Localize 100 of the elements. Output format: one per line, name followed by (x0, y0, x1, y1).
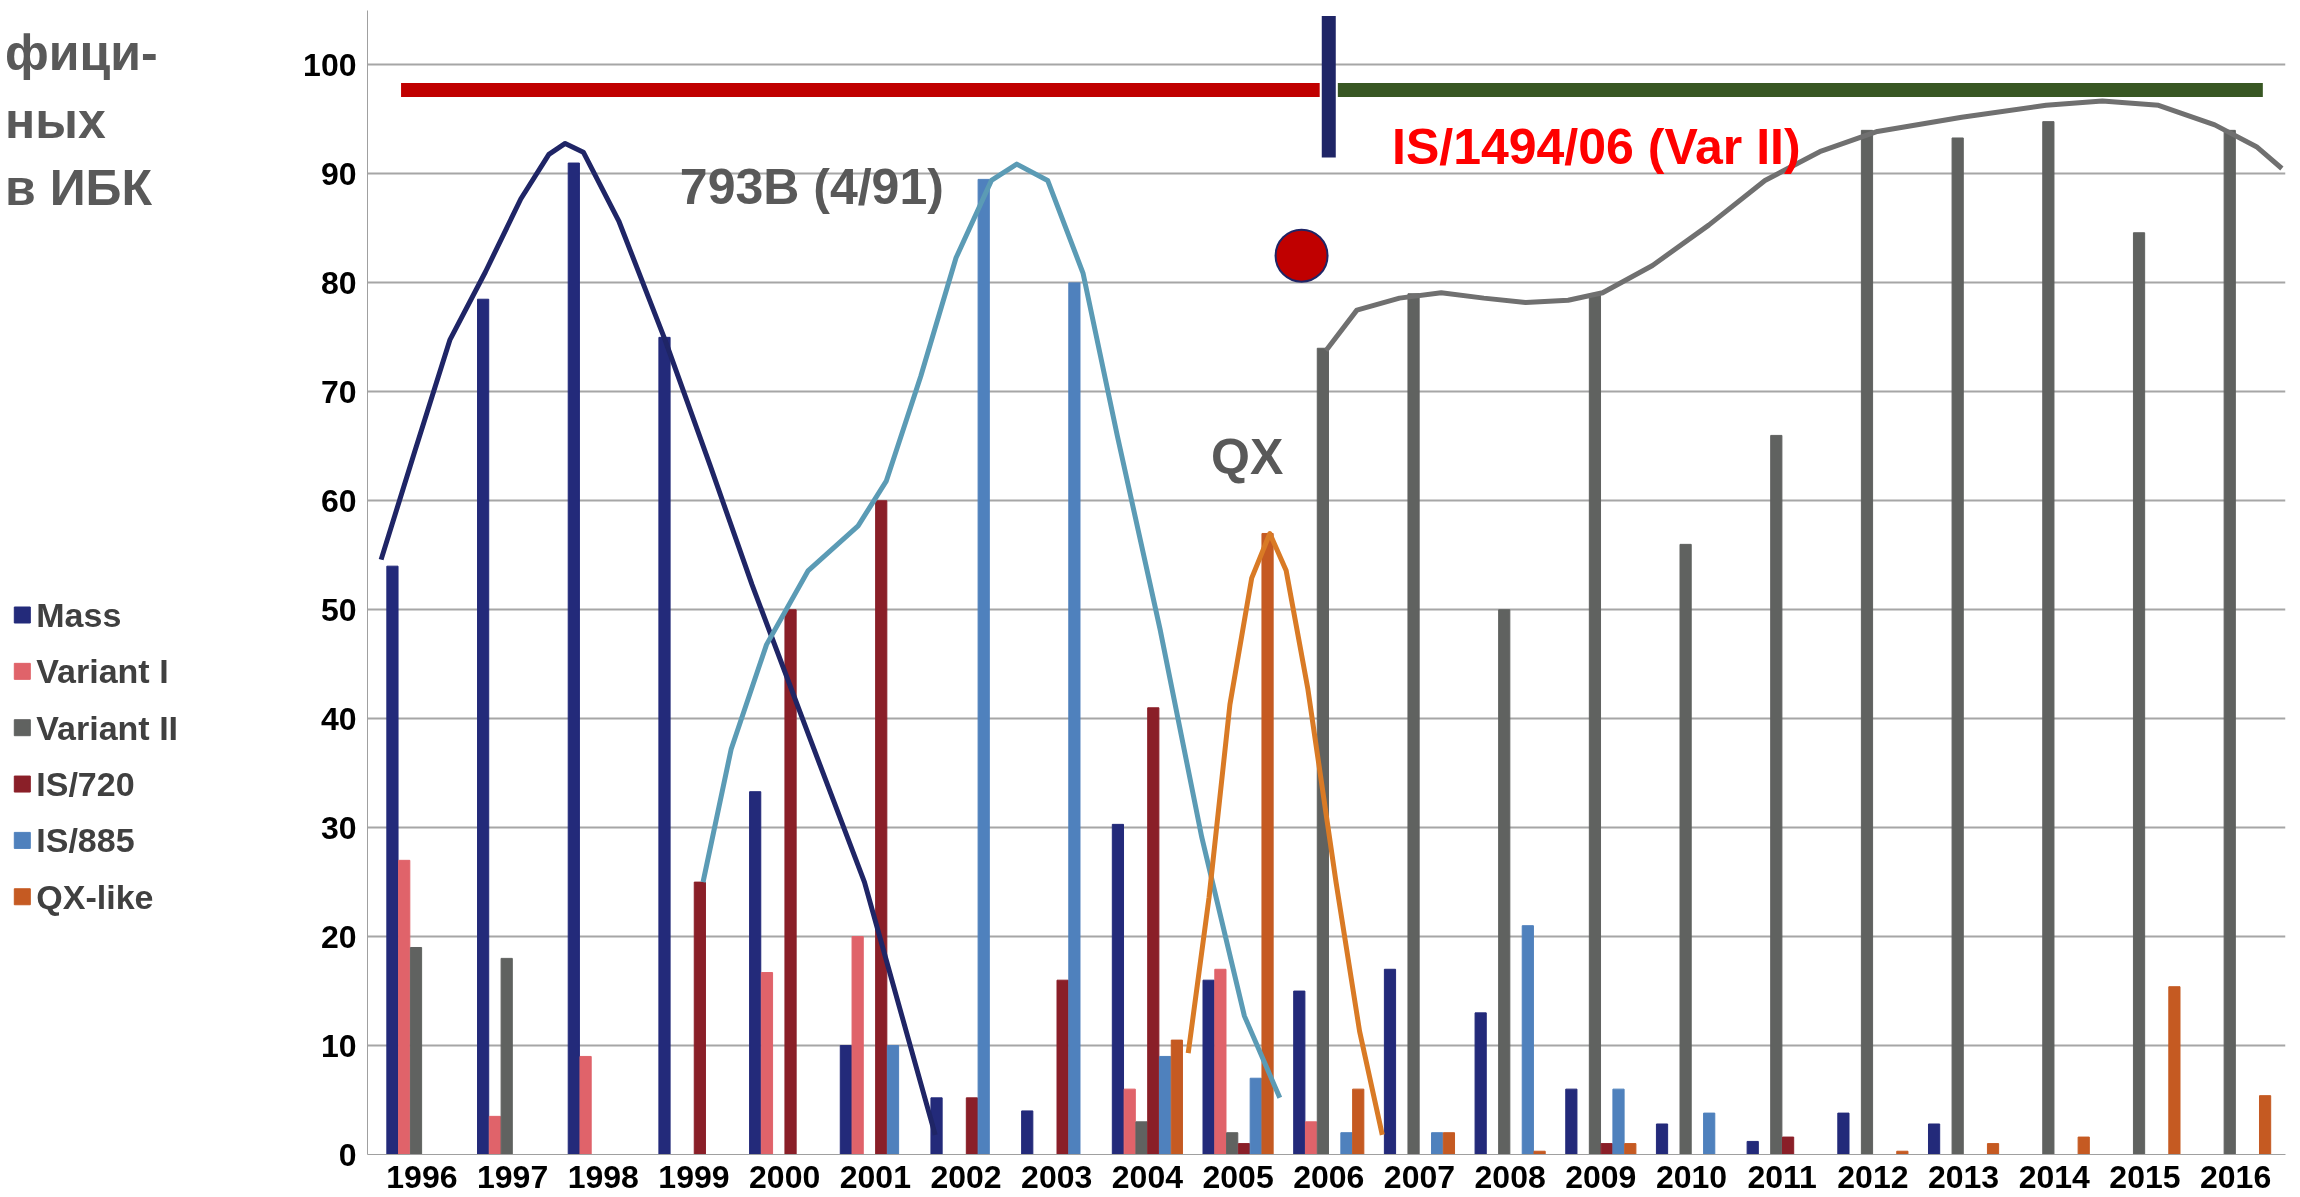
y-tick-label: 90 (320, 155, 357, 192)
x-tick-label: 2004 (1111, 1158, 1184, 1195)
bar (1123, 1088, 1136, 1155)
bar (1746, 1140, 1759, 1155)
bar (1068, 282, 1081, 1155)
bar (1612, 1088, 1625, 1155)
bar (1226, 1132, 1239, 1155)
bar (2077, 1136, 2090, 1155)
bar (1588, 293, 1602, 1155)
bar (965, 1097, 979, 1155)
y-tick-label: 30 (320, 809, 357, 846)
bar (1147, 707, 1160, 1155)
y-tick-label: 20 (320, 918, 357, 955)
x-tick-label: 2013 (1927, 1158, 2000, 1195)
bar (1703, 1112, 1716, 1155)
bar (839, 1045, 852, 1155)
bar (1986, 1143, 2000, 1155)
x-tick-label: 2002 (930, 1158, 1002, 1195)
bar (1352, 1088, 1365, 1155)
bar (1158, 1055, 1172, 1155)
y-tick-label: 0 (338, 1136, 357, 1173)
bar (2042, 121, 2055, 1155)
x-tick-label: 2010 (1655, 1158, 1728, 1195)
bar (1111, 823, 1125, 1155)
bar (2132, 232, 2146, 1155)
y-tick-label: 60 (320, 482, 357, 519)
bar (1600, 1143, 1613, 1155)
bar (1442, 1132, 1456, 1155)
bar (1407, 293, 1420, 1155)
y-tick-label: 10 (320, 1027, 357, 1064)
x-tick-label: 1999 (658, 1158, 730, 1195)
x-tick-label: 2003 (1021, 1158, 1093, 1195)
bar (1293, 990, 1306, 1155)
bar (2168, 986, 2181, 1155)
bar (1261, 532, 1274, 1155)
legend-label: QX-like (36, 877, 154, 916)
legend-label: Variant I (36, 652, 169, 691)
bar (1316, 347, 1329, 1155)
x-tick-label: 1998 (567, 1158, 639, 1195)
legend-label: IS/885 (36, 821, 135, 860)
x-tick-label: 1996 (386, 1158, 458, 1195)
legend-label: Variant II (36, 708, 179, 747)
bar (2259, 1095, 2272, 1155)
bar (1498, 609, 1511, 1155)
bar (500, 957, 513, 1155)
x-tick-label: 2009 (1565, 1158, 1637, 1195)
y-tick-label: 40 (320, 700, 357, 737)
x-tick-label: 2005 (1202, 1158, 1274, 1195)
bar (1624, 1143, 1637, 1155)
bar (1056, 979, 1069, 1155)
legend-label: IS/720 (36, 765, 135, 804)
bar (760, 972, 774, 1155)
annotation: IS/1494/06 (Var II) (1391, 118, 1801, 175)
y-tick-label: 100 (303, 46, 357, 83)
bar (851, 936, 864, 1155)
x-tick-label: 2014 (2018, 1158, 2091, 1195)
bar (1474, 1012, 1487, 1155)
bar (1679, 543, 1692, 1155)
y-tick-label: 70 (320, 373, 357, 410)
annotation: 793B (4/91) (679, 159, 944, 215)
bar (1170, 1039, 1183, 1155)
bar (886, 1045, 900, 1155)
x-tick-label: 2015 (2109, 1158, 2181, 1195)
y-tick-label: 50 (320, 591, 357, 628)
bar (1340, 1132, 1353, 1155)
bar (1565, 1088, 1578, 1155)
bar (567, 162, 580, 1155)
bar (1927, 1123, 1941, 1155)
bar (1214, 968, 1227, 1155)
bar (1951, 137, 1964, 1155)
bar (1135, 1121, 1148, 1155)
bar (2223, 129, 2236, 1155)
x-tick-label: 2016 (2200, 1158, 2272, 1195)
bar (693, 881, 706, 1155)
x-tick-label: 1997 (477, 1158, 549, 1195)
x-tick-label: 2001 (839, 1158, 911, 1195)
x-tick-label: 2008 (1474, 1158, 1546, 1195)
bar (398, 859, 411, 1155)
bar (1770, 434, 1783, 1155)
x-tick-label: 2007 (1383, 1158, 1456, 1195)
bar (1837, 1112, 1850, 1155)
text: фици- ных в ИБК (5, 24, 158, 218)
bar (1237, 1143, 1251, 1155)
bar (1202, 979, 1215, 1155)
bar (977, 178, 990, 1155)
x-tick-label: 2012 (1837, 1158, 1909, 1195)
bar (409, 946, 423, 1155)
annotation: QX (1211, 429, 1284, 486)
bar (1431, 1132, 1444, 1155)
x-tick-label: 2000 (749, 1158, 821, 1195)
bar (875, 500, 888, 1155)
bar (1860, 129, 1874, 1155)
x-tick-label: 2006 (1293, 1158, 1365, 1195)
y-tick-label: 80 (320, 264, 357, 301)
bar (1655, 1123, 1669, 1155)
bar (1021, 1110, 1034, 1155)
bar (658, 336, 671, 1155)
legend-label: Mass (36, 596, 122, 634)
x-tick-label: 2011 (1747, 1158, 1817, 1195)
bar (1521, 925, 1534, 1155)
